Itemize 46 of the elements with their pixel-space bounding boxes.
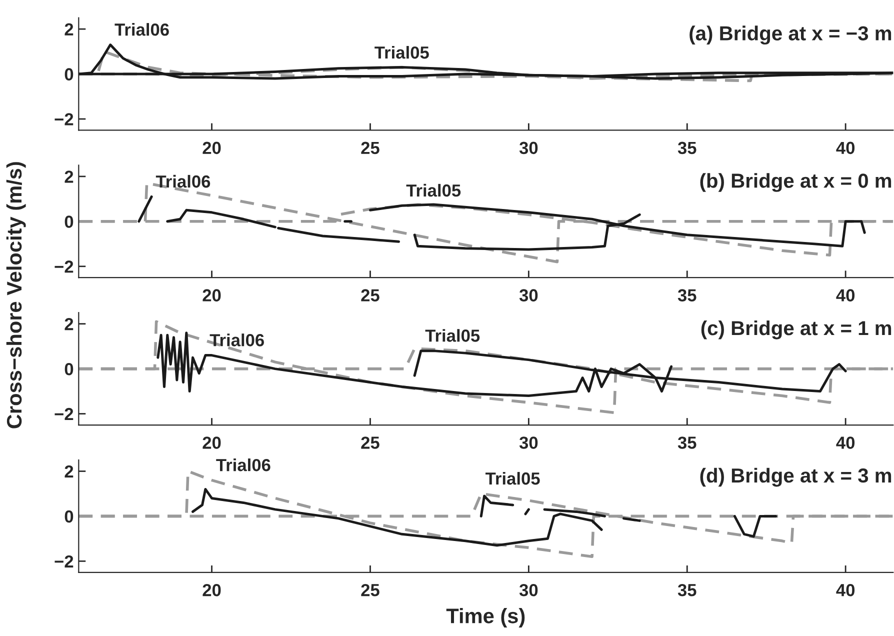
y-tick-label: 0 bbox=[64, 68, 74, 80]
x-tick-label: 30 bbox=[519, 142, 538, 154]
x-tick-label: 35 bbox=[678, 142, 696, 154]
annotation: Trial05 bbox=[406, 184, 461, 197]
x-tick-label: 30 bbox=[519, 584, 538, 596]
x-tick-label: 30 bbox=[519, 436, 538, 449]
x-tick-label: 35 bbox=[678, 289, 696, 302]
x-tick-label: 35 bbox=[678, 436, 696, 449]
x-tick-label: 30 bbox=[519, 289, 538, 302]
chart-title: (c) Bridge at x = 1 m bbox=[701, 320, 892, 340]
x-tick-label: 40 bbox=[836, 584, 855, 596]
y-tick-label: 0 bbox=[64, 362, 74, 376]
y-axis-title: Cross−shore Velocity (m/s) bbox=[6, 162, 26, 428]
x-tick-label: 25 bbox=[361, 436, 380, 449]
x-axis-title: Time (s) bbox=[446, 608, 525, 628]
x-tick-label: 20 bbox=[202, 142, 221, 154]
x-tick-label: 40 bbox=[836, 436, 855, 449]
chart-title: (d) Bridge at x = 3 m bbox=[700, 468, 892, 487]
x-tick-label: 25 bbox=[361, 584, 380, 596]
y-tick-label: −2 bbox=[54, 408, 74, 420]
annotation: Trial05 bbox=[485, 472, 540, 485]
y-tick-label: 2 bbox=[64, 23, 74, 36]
x-tick-label: 25 bbox=[361, 289, 380, 302]
annotation: Trial06 bbox=[114, 23, 169, 36]
annotation: Trial06 bbox=[216, 458, 270, 472]
x-tick-label: 20 bbox=[202, 436, 221, 449]
x-tick-label: 35 bbox=[678, 584, 696, 596]
x-tick-label: 40 bbox=[836, 289, 855, 302]
annotation: Trial05 bbox=[374, 46, 429, 59]
y-tick-label: 0 bbox=[64, 510, 74, 523]
y-tick-label: −2 bbox=[54, 113, 74, 126]
chart-title: (b) Bridge at x = 0 m bbox=[700, 173, 892, 192]
y-tick-label: 2 bbox=[64, 170, 74, 183]
x-tick-label: 20 bbox=[202, 289, 221, 302]
y-tick-label: −2 bbox=[54, 260, 74, 273]
y-tick-label: −2 bbox=[54, 555, 74, 568]
annotation: Trial05 bbox=[425, 329, 480, 342]
y-tick-label: 2 bbox=[64, 318, 74, 330]
x-tick-label: 25 bbox=[361, 142, 380, 154]
y-tick-label: 0 bbox=[64, 216, 74, 228]
x-tick-label: 20 bbox=[202, 584, 221, 596]
y-tick-label: 2 bbox=[64, 465, 74, 478]
annotation: Trial06 bbox=[156, 174, 210, 188]
chart-title: (a) Bridge at x = −3 m bbox=[690, 26, 892, 45]
x-tick-label: 40 bbox=[836, 142, 855, 154]
annotation: Trial06 bbox=[210, 334, 264, 346]
